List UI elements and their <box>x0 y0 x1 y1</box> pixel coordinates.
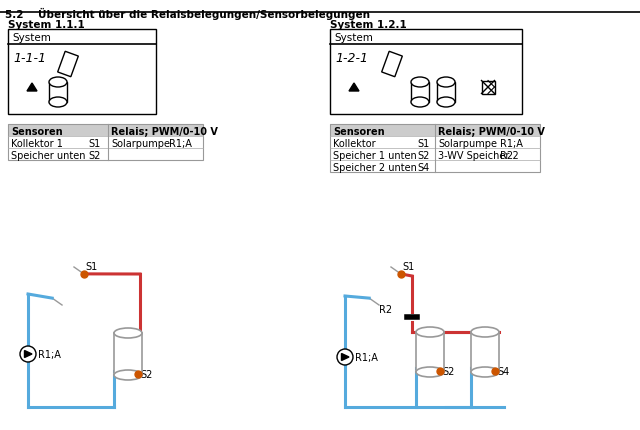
Bar <box>8 125 108 137</box>
Text: R1;A: R1;A <box>169 139 192 149</box>
Ellipse shape <box>114 370 142 380</box>
Text: Speicher unten: Speicher unten <box>11 150 86 161</box>
Text: 5.2    Übersicht über die Relaisbelegungen/Sensorbelegungen: 5.2 Übersicht über die Relaisbelegungen/… <box>5 8 370 20</box>
Text: R2: R2 <box>379 304 392 314</box>
Bar <box>114 333 142 375</box>
Ellipse shape <box>437 98 455 108</box>
Text: Solarpumpe: Solarpumpe <box>438 139 497 149</box>
Bar <box>8 30 156 115</box>
Ellipse shape <box>411 78 429 88</box>
Text: S1: S1 <box>88 139 100 149</box>
Text: S4: S4 <box>417 163 429 172</box>
Ellipse shape <box>49 78 67 88</box>
Bar <box>416 332 444 372</box>
Ellipse shape <box>471 327 499 337</box>
Text: S2: S2 <box>140 369 152 379</box>
Ellipse shape <box>416 327 444 337</box>
Text: S1: S1 <box>417 139 429 149</box>
Text: Solarpumpe: Solarpumpe <box>111 139 170 149</box>
Polygon shape <box>27 84 37 92</box>
Text: System 1.1.1: System 1.1.1 <box>8 20 84 30</box>
Polygon shape <box>342 354 349 361</box>
Circle shape <box>20 346 36 362</box>
Text: Speicher 1 unten: Speicher 1 unten <box>333 150 417 161</box>
Text: System 1.2.1: System 1.2.1 <box>330 20 407 30</box>
Ellipse shape <box>437 78 455 88</box>
Text: Sensoren: Sensoren <box>333 127 385 137</box>
Text: R1;A: R1;A <box>500 139 523 149</box>
Ellipse shape <box>49 98 67 108</box>
Text: S4: S4 <box>497 366 509 376</box>
Ellipse shape <box>471 367 499 377</box>
Bar <box>481 81 495 94</box>
Text: Sensoren: Sensoren <box>11 127 63 137</box>
Text: 1-2-1: 1-2-1 <box>335 52 368 65</box>
Ellipse shape <box>416 367 444 377</box>
Bar <box>330 125 435 137</box>
Text: R2: R2 <box>500 150 513 161</box>
Bar <box>49 83 67 103</box>
Bar <box>8 125 203 161</box>
Polygon shape <box>24 351 32 358</box>
Bar <box>435 125 540 137</box>
Ellipse shape <box>114 328 142 338</box>
Text: Relais; PWM/0-10 V: Relais; PWM/0-10 V <box>111 127 218 137</box>
Bar <box>108 125 203 137</box>
Text: 3-WV Speicher 2: 3-WV Speicher 2 <box>438 150 519 161</box>
Bar <box>330 125 540 172</box>
Text: R1;A: R1;A <box>38 349 61 359</box>
Polygon shape <box>349 84 359 92</box>
Polygon shape <box>58 52 78 77</box>
Bar <box>330 30 522 115</box>
Text: System: System <box>334 33 373 43</box>
Bar <box>437 83 455 103</box>
Text: Kollektor 1: Kollektor 1 <box>11 139 63 149</box>
Text: System: System <box>12 33 51 43</box>
Circle shape <box>337 349 353 365</box>
Bar <box>411 83 429 103</box>
Text: 1-1-1: 1-1-1 <box>13 52 46 65</box>
Text: S2: S2 <box>88 150 100 161</box>
Bar <box>471 332 499 372</box>
Text: S1: S1 <box>86 261 98 271</box>
Text: S2: S2 <box>442 366 454 376</box>
Ellipse shape <box>411 98 429 108</box>
Text: Kollektor: Kollektor <box>333 139 376 149</box>
Text: Relais; PWM/0-10 V: Relais; PWM/0-10 V <box>438 127 545 137</box>
Polygon shape <box>381 52 403 77</box>
Text: S1: S1 <box>403 261 415 271</box>
Text: Speicher 2 unten: Speicher 2 unten <box>333 163 417 172</box>
Text: R1;A: R1;A <box>355 352 378 362</box>
Text: S2: S2 <box>417 150 429 161</box>
